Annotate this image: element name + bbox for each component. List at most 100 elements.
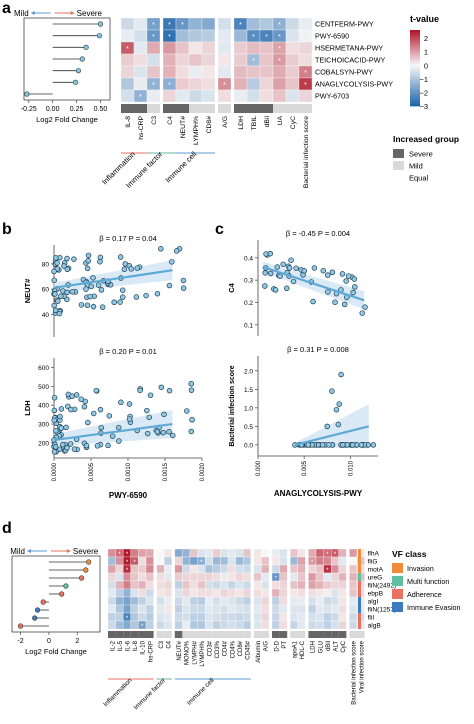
heatmap-cell xyxy=(220,620,229,630)
heatmap-cell xyxy=(146,65,161,79)
legend-tick-label: 2 xyxy=(424,34,428,43)
heatmap-cell xyxy=(174,580,183,590)
heatmap-cell xyxy=(323,612,332,622)
x-tick-label: 0.25 xyxy=(70,106,84,113)
scatter-point xyxy=(87,293,93,300)
legend-gradient-step xyxy=(410,79,420,82)
legend-gradient-step xyxy=(410,33,420,37)
row-label: flhA xyxy=(368,551,380,558)
column-label: HDL-C xyxy=(300,640,306,659)
lollipop-point xyxy=(72,79,79,85)
column-label: NEUT# xyxy=(180,116,187,139)
heatmap-cell xyxy=(212,572,221,582)
heatmap-cell xyxy=(188,53,203,67)
legend-item-label: Invasion xyxy=(407,564,434,573)
heatmap-cell xyxy=(297,564,306,574)
column-label: NEUT# xyxy=(177,640,183,660)
confidence-band xyxy=(54,260,173,293)
scatter-point xyxy=(351,276,358,282)
group-bar-cell xyxy=(290,631,298,638)
group-bar-cell xyxy=(176,104,189,113)
heatmap-cell xyxy=(297,556,306,566)
heatmap-cell xyxy=(315,548,324,558)
heatmap-cell xyxy=(233,41,248,55)
legend-item-label: Immune Evasion xyxy=(407,603,461,612)
scatter-point xyxy=(338,371,344,378)
scatter-point xyxy=(154,290,161,297)
heatmap-cell xyxy=(290,572,298,582)
scatter-point xyxy=(126,401,133,407)
heatmap-cell xyxy=(220,588,229,598)
y-tick-label: 0.3 xyxy=(244,278,253,285)
column-label: CD8# xyxy=(238,640,244,656)
heatmap-cell xyxy=(174,588,183,598)
scatter-point xyxy=(60,441,66,448)
scatter-point xyxy=(119,294,126,300)
y-tick-label: 500 xyxy=(38,384,49,391)
scatter-point xyxy=(64,266,71,272)
group-bar-cell xyxy=(316,631,324,638)
heatmap-cell xyxy=(189,588,198,598)
scatter-point xyxy=(160,429,167,436)
direction-severe-label: Severe xyxy=(73,547,99,556)
scatter-point xyxy=(143,292,149,299)
column-label: C4 xyxy=(167,640,173,648)
heatmap-cell xyxy=(115,596,124,606)
significance-star: * xyxy=(141,624,144,630)
heatmap-cell xyxy=(107,580,116,590)
heatmap-cell xyxy=(182,596,191,606)
scatter-point xyxy=(326,442,332,448)
significance-star: * xyxy=(168,34,171,41)
scatter-point xyxy=(51,277,57,283)
significance-star: * xyxy=(252,34,255,41)
heatmap-cell xyxy=(212,580,221,590)
legend-swatch xyxy=(392,576,403,586)
heatmap-cell xyxy=(120,53,135,67)
legend-swatch xyxy=(392,563,403,573)
legend-gradient-step xyxy=(410,71,420,75)
heatmap-cell xyxy=(175,41,190,55)
significance-star: * xyxy=(311,560,314,566)
scatter-point xyxy=(332,299,338,305)
y-tick-label: 1.5 xyxy=(244,387,253,394)
heatmap-cell xyxy=(235,612,244,622)
y-tick-label: 40 xyxy=(42,312,50,319)
legend-tick-label: −2 xyxy=(419,88,428,97)
heatmap-cell xyxy=(205,596,213,606)
lollipop-point xyxy=(40,599,46,605)
legend-gradient-step xyxy=(410,62,420,65)
heatmap-cell xyxy=(285,89,300,103)
heatmap-cell xyxy=(259,41,274,55)
heatmap-cell xyxy=(308,620,317,630)
heatmap-cell xyxy=(259,17,274,31)
scatter-point xyxy=(111,299,117,305)
group-bar-cell xyxy=(273,104,286,113)
heatmap-cell xyxy=(271,548,280,558)
significance-star: * xyxy=(334,552,337,558)
heatmap-cell xyxy=(201,89,216,103)
heatmap-cell xyxy=(220,580,229,590)
row-class-strip xyxy=(358,557,361,565)
x-tick-label: -2 xyxy=(17,638,23,645)
column-label: C3 xyxy=(151,116,158,125)
heatmap-cell xyxy=(259,89,274,103)
heatmap-cell xyxy=(138,604,147,614)
heatmap-cell xyxy=(323,580,332,590)
scatter-point xyxy=(350,289,356,296)
column-label: Viral infection score xyxy=(359,640,365,693)
scatter-point xyxy=(370,442,377,448)
heatmap-cell xyxy=(338,612,347,622)
heatmap-cell xyxy=(156,548,165,558)
heatmap-cell xyxy=(145,580,154,590)
column-group-label: Immune cell xyxy=(163,149,198,184)
scatter-point xyxy=(144,430,151,437)
significance-star: * xyxy=(304,82,307,89)
scatter-point xyxy=(64,289,70,296)
heatmap-cell xyxy=(220,572,229,582)
heatmap-cell xyxy=(162,41,177,55)
column-label: A/G xyxy=(264,641,270,652)
heatmap-cell xyxy=(323,556,332,566)
legend-gradient-step xyxy=(410,54,420,57)
group-bar-cell xyxy=(146,631,154,638)
heatmap-cell xyxy=(331,572,339,582)
